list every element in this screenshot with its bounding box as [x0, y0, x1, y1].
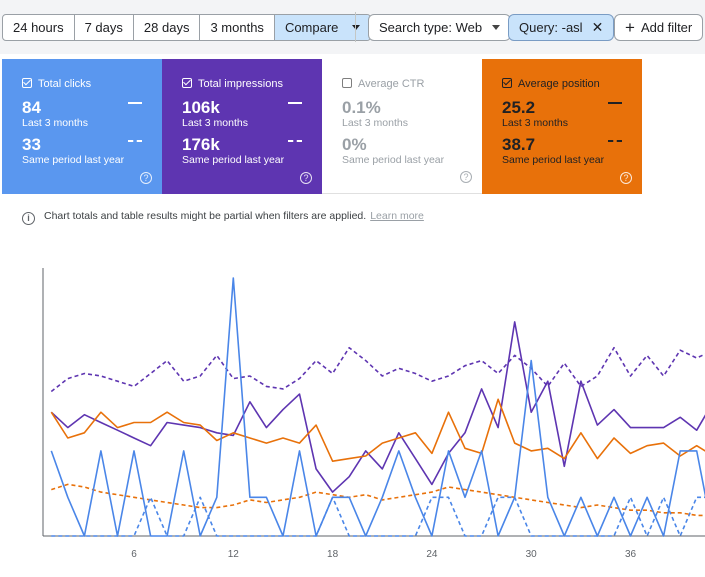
date-option-compare[interactable]: Compare — [274, 15, 371, 40]
date-option-24-hours[interactable]: 24 hours — [3, 15, 75, 40]
query-filter-chip[interactable]: Query: -asl ✕ — [508, 14, 615, 41]
metric-compare-period: Same period last year — [22, 154, 125, 166]
solid-line-legend-icon — [288, 102, 302, 104]
metric-compare-value: 38.7 — [502, 135, 536, 154]
x-tick-label: 36 — [625, 549, 637, 560]
series-line-impressions — [50, 321, 705, 493]
metric-compare-value: 0% — [342, 135, 367, 154]
series-line-impressions_prev — [50, 346, 705, 393]
plus-icon: + — [625, 18, 635, 37]
metric-label: Total impressions — [198, 78, 283, 90]
date-option-7-days[interactable]: 7 days — [75, 15, 134, 40]
help-icon[interactable]: ? — [140, 172, 152, 184]
divider — [355, 12, 356, 42]
date-option-3-months[interactable]: 3 months — [200, 15, 275, 40]
metric-card-average-position[interactable]: Average position 25.2 Last 3 months 38.7… — [482, 59, 642, 194]
learn-more-link[interactable]: Learn more — [370, 210, 424, 222]
help-icon[interactable]: ? — [300, 172, 312, 184]
metric-compare-period: Same period last year — [182, 154, 285, 166]
metric-label: Total clicks — [38, 78, 92, 90]
series-line-position — [50, 398, 705, 462]
dashed-line-legend-icon — [128, 140, 142, 142]
add-filter-label: Add filter — [640, 20, 693, 35]
solid-line-legend-icon — [608, 102, 622, 104]
chevron-down-icon — [492, 25, 501, 30]
filter-bar: 24 hours 7 days 28 days 3 months Compare… — [0, 0, 705, 54]
metric-value: 106k — [182, 98, 220, 117]
x-tick-label: 30 — [526, 549, 538, 560]
checkbox-icon[interactable] — [342, 78, 352, 88]
help-icon[interactable]: ? — [620, 172, 632, 184]
series-line-clicks — [50, 277, 705, 537]
close-icon[interactable]: ✕ — [591, 19, 604, 35]
x-tick-label: 6 — [131, 549, 137, 560]
query-filter-label: Query: -asl — [519, 20, 583, 35]
metric-label: Average CTR — [358, 78, 425, 90]
metric-period: Last 3 months — [502, 117, 568, 129]
checkbox-icon[interactable] — [502, 78, 512, 88]
date-range-selector: 24 hours 7 days 28 days 3 months Compare — [2, 14, 372, 41]
metric-period: Last 3 months — [342, 117, 408, 129]
notice-text: Chart totals and table results might be … — [44, 210, 367, 222]
metric-label: Average position — [518, 78, 600, 90]
metric-period: Last 3 months — [22, 117, 88, 129]
x-tick-label: 12 — [228, 549, 240, 560]
x-tick-label: 18 — [327, 549, 339, 560]
metric-compare-value: 176k — [182, 135, 220, 154]
metric-compare-period: Same period last year — [342, 154, 445, 166]
x-tick-label: 24 — [426, 549, 438, 560]
metric-value: 25.2 — [502, 98, 536, 117]
search-type-filter[interactable]: Search type: Web — [368, 14, 512, 41]
checkbox-icon[interactable] — [22, 78, 32, 88]
checkbox-icon[interactable] — [182, 78, 192, 88]
partial-results-notice: i Chart totals and table results might be… — [22, 210, 424, 225]
dashed-line-legend-icon — [288, 140, 302, 142]
performance-chart: 6 12 18 24 30 36 — [42, 268, 705, 560]
metric-value: 0.1% — [342, 98, 381, 117]
metric-period: Last 3 months — [182, 117, 248, 129]
metric-card-average-ctr[interactable]: Average CTR 0.1% Last 3 months 0% Same p… — [322, 59, 482, 194]
series-line-clicks_prev — [51, 496, 705, 537]
date-option-28-days[interactable]: 28 days — [134, 15, 201, 40]
add-filter-button[interactable]: + Add filter — [614, 14, 704, 41]
metric-card-total-impressions[interactable]: Total impressions 106k Last 3 months 176… — [162, 59, 322, 194]
metric-card-total-clicks[interactable]: Total clicks 84 Last 3 months 33 Same pe… — [2, 59, 162, 194]
compare-label: Compare — [284, 20, 339, 35]
metric-value: 84 — [22, 98, 41, 117]
help-icon[interactable]: ? — [460, 171, 472, 183]
series-line-position_prev — [51, 483, 705, 517]
chevron-down-icon — [352, 25, 361, 30]
metric-compare-value: 33 — [22, 135, 41, 154]
search-type-label: Search type: Web — [379, 20, 483, 35]
dashed-line-legend-icon — [608, 140, 622, 142]
metric-compare-period: Same period last year — [502, 154, 605, 166]
solid-line-legend-icon — [128, 102, 142, 104]
info-icon: i — [22, 212, 35, 225]
